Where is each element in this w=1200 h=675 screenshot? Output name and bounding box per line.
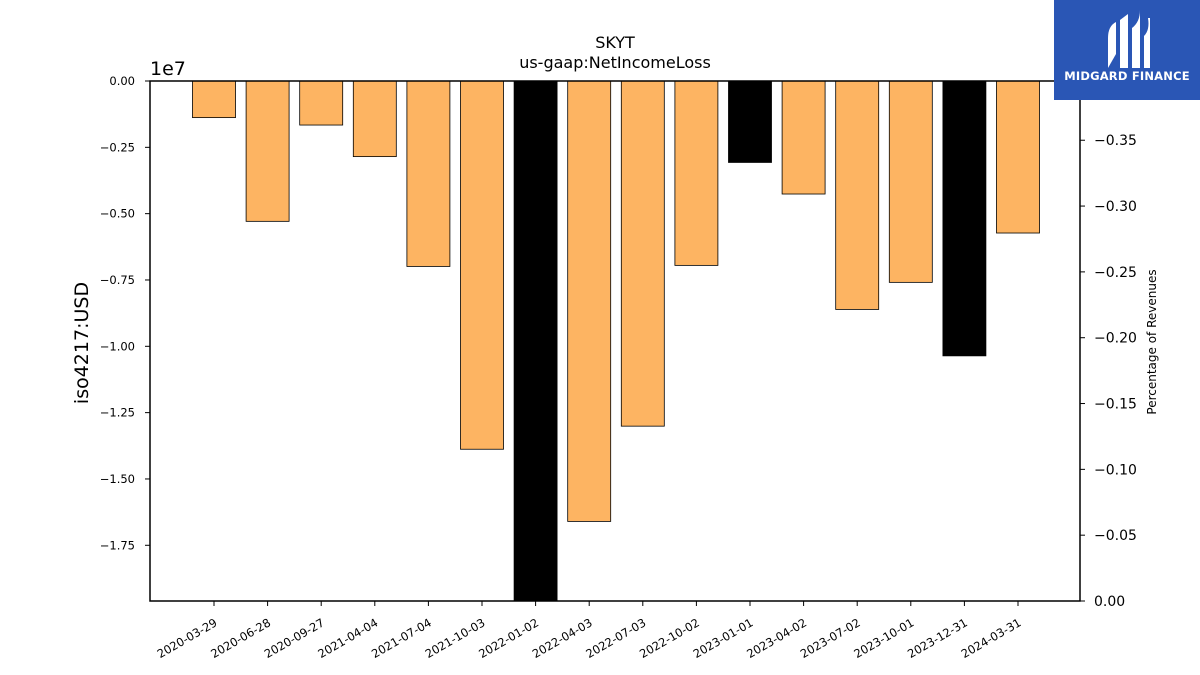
- x-tick-label: 2023-10-01: [851, 615, 916, 661]
- y-axis-label: iso4217:USD: [71, 282, 93, 404]
- bar-2020-09-27: [299, 80, 344, 126]
- y-axis-ticks: 0.00 −0.25 −0.50 −0.75 −1.00 −1.25 −1.50 −1.75: [100, 74, 150, 552]
- bar-2021-07-04: [406, 80, 451, 267]
- x-tick-label: 2023-04-02: [744, 615, 809, 661]
- bar-2023-12-31: [942, 80, 987, 357]
- bar-2021-10-03: [460, 80, 504, 450]
- bar-2022-10-02: [674, 80, 719, 266]
- y2-tick-label: −0.30: [1094, 199, 1137, 215]
- plot-frame: [149, 80, 1081, 602]
- y2-tick-label: −0.20: [1094, 331, 1137, 347]
- y2-tick-label: −0.10: [1094, 462, 1137, 478]
- bar-2023-10-01: [888, 80, 933, 283]
- y2-axis-ticks: 0.00 −0.05 −0.10 −0.15 −0.20 −0.25 −0.30 −0.35: [1080, 133, 1137, 610]
- x-tick-label: 2021-04-04: [315, 615, 380, 661]
- logo: MIDGARD FINANCE: [1054, 0, 1200, 100]
- x-tick-label: 2020-03-29: [155, 615, 220, 661]
- midgard-logo-icon: [1108, 10, 1150, 68]
- y2-tick-label: −0.35: [1094, 133, 1137, 149]
- bar-2023-01-01: [728, 80, 772, 163]
- x-tick-label: 2023-01-01: [691, 615, 756, 661]
- bar-2022-01-02: [513, 80, 558, 602]
- x-tick-label: 2022-07-03: [583, 615, 648, 661]
- y-tick-label: −0.25: [100, 140, 135, 154]
- x-axis-ticks: 2020-03-292020-06-282020-09-272021-04-04…: [155, 601, 1024, 661]
- bar-2020-03-29: [192, 80, 236, 119]
- x-tick-label: 2023-12-31: [905, 615, 970, 661]
- bar-2022-07-03: [620, 80, 665, 427]
- y-tick-label: −1.00: [100, 339, 135, 353]
- y-tick-label: −0.50: [100, 207, 135, 221]
- y-tick-label: 0.00: [109, 74, 135, 88]
- bar-2024-03-31: [996, 80, 1040, 234]
- y2-tick-label: 0.00: [1094, 594, 1125, 610]
- x-tick-label: 2022-04-03: [530, 615, 595, 661]
- y-tick-label: −1.25: [100, 406, 135, 420]
- x-tick-label: 2021-07-04: [369, 615, 434, 661]
- x-tick-label: 2021-10-03: [423, 615, 488, 661]
- chart-title: SKYT: [595, 33, 635, 52]
- bar-2023-07-02: [835, 80, 880, 310]
- chart-subtitle: us-gaap:NetIncomeLoss: [519, 53, 711, 72]
- y2-tick-label: −0.05: [1094, 528, 1137, 544]
- bar-2020-06-28: [245, 80, 290, 222]
- y-tick-label: −1.50: [100, 472, 135, 486]
- bar-2022-04-03: [567, 80, 612, 522]
- logo-text: MIDGARD FINANCE: [1064, 69, 1190, 83]
- x-tick-label: 2024-03-31: [959, 615, 1024, 661]
- x-tick-label: 2023-07-02: [798, 615, 863, 661]
- x-tick-label: 2020-06-28: [208, 615, 273, 661]
- x-tick-label: 2020-09-27: [262, 615, 327, 661]
- bars-layer: [192, 80, 1040, 602]
- bar-2023-04-02: [781, 80, 826, 195]
- y-offset-label: 1e7: [150, 58, 186, 80]
- x-tick-label: 2022-01-02: [476, 615, 541, 661]
- bar-2021-04-04: [352, 80, 397, 158]
- y2-tick-label: −0.15: [1094, 397, 1137, 413]
- y2-axis-label: Percentage of Revenues: [1145, 269, 1159, 414]
- y-tick-label: −1.75: [100, 538, 135, 552]
- y2-tick-label: −0.25: [1094, 265, 1137, 281]
- x-tick-label: 2022-10-02: [637, 615, 702, 661]
- y-tick-label: −0.75: [100, 273, 135, 287]
